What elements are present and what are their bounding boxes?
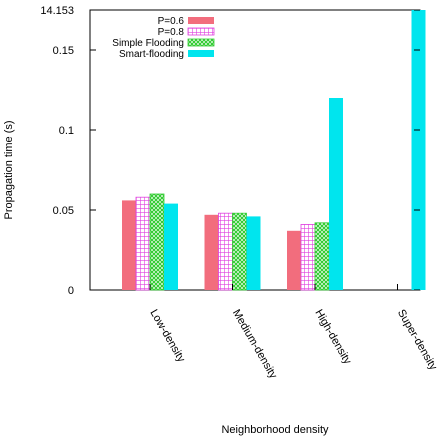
legend-swatch <box>187 38 215 47</box>
y-tick-label: 14.153 <box>40 5 74 17</box>
bar <box>204 214 219 290</box>
legend-label: P=0.8 <box>158 27 185 38</box>
bar <box>411 10 426 290</box>
legend-label: Simple Flooding <box>112 38 184 49</box>
legend-swatch <box>188 50 214 57</box>
y-tick-label: 0.1 <box>59 125 74 137</box>
x-axis: Low-density Medium-density High-density Sup… <box>147 284 439 381</box>
bar <box>300 223 316 291</box>
legend-swatch <box>187 27 215 36</box>
bar <box>164 203 178 290</box>
x-tick-label: High-density <box>312 308 353 367</box>
bar <box>122 200 136 290</box>
bar <box>287 230 301 290</box>
legend-label: P=0.6 <box>158 16 185 27</box>
bar <box>329 98 343 290</box>
legend-swatch <box>188 17 214 24</box>
bar <box>232 212 247 291</box>
x-tick-label: Super-density <box>395 308 440 373</box>
y-tick-label: 0 <box>68 285 74 297</box>
bar <box>246 216 261 290</box>
x-tick-label: Low-density <box>147 308 187 365</box>
bar <box>135 196 151 291</box>
legend-label: Smart-flooding <box>119 49 184 60</box>
bar <box>218 212 233 291</box>
y-axis: 0 0.05 0.1 0.15 14.153 <box>40 5 420 297</box>
y-tick-label: 0.15 <box>53 45 74 57</box>
bars <box>122 10 426 291</box>
bar <box>314 222 330 291</box>
x-axis-title: Neighborhood density <box>221 424 329 436</box>
y-axis-title: Propagation time (s) <box>3 120 15 219</box>
y-tick-label: 0.05 <box>53 205 74 217</box>
x-tick-label: Medium-density <box>230 308 279 382</box>
bar <box>149 193 165 291</box>
